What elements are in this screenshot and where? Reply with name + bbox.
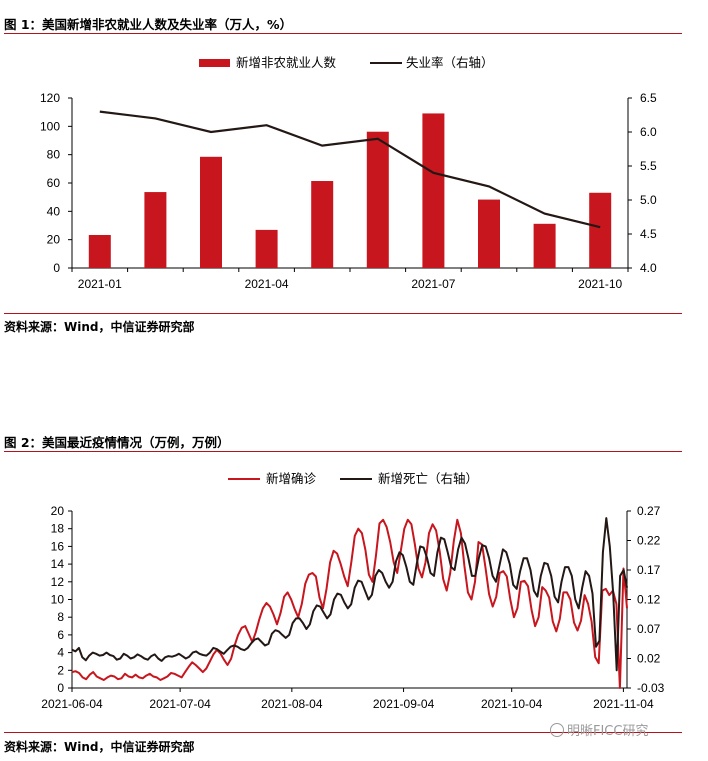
watermark-text: 明晰FICC研究 <box>567 724 649 739</box>
x-tick-label: 2021-04 <box>245 277 289 291</box>
y-tick-label-right: 0.17 <box>637 563 661 577</box>
new-cases-line <box>71 518 628 689</box>
y-tick-label-left: 40 <box>47 204 61 218</box>
y-tick-label-left: 0 <box>53 261 60 275</box>
bar-2021-06 <box>366 131 389 268</box>
bar-2021-09 <box>533 223 556 268</box>
y-tick-label-left: 12 <box>51 575 65 589</box>
y-tick-label-right: 0.02 <box>637 652 661 666</box>
x-tick-label: 2021-08-04 <box>261 697 323 711</box>
figure1-title: 图 1：美国新增非农就业人数及失业率（万人，%） <box>4 17 293 32</box>
figure2-bottom-rule <box>4 732 682 733</box>
y-tick-label-left: 20 <box>51 504 65 518</box>
figure2-top-rule <box>4 451 682 452</box>
y-tick-label-left: 80 <box>47 148 61 162</box>
y-tick-label-right: 4.5 <box>640 227 657 241</box>
bar-2021-02 <box>144 192 167 268</box>
y-tick-label-right: 5.5 <box>640 159 657 173</box>
y-tick-label-left: 20 <box>47 233 61 247</box>
legend-bar-label: 新增非农就业人数 <box>236 55 337 70</box>
y-tick-label-left: 2 <box>57 663 64 677</box>
y-tick-label-left: 60 <box>47 176 61 190</box>
x-tick-label: 2021-01 <box>78 277 122 291</box>
unemployment-line <box>99 110 601 229</box>
chart2: 新增确诊 新增死亡（右轴） 0 2 4 6 8 10 12 14 16 18 20 -0.03 0.02 0.… <box>41 471 665 711</box>
figure1-top-rule <box>4 33 682 34</box>
bar-2021-10 <box>589 192 612 268</box>
bar-2021-03 <box>200 156 222 268</box>
y-tick-label-left: 16 <box>51 539 65 553</box>
y-tick-label-right: 0.12 <box>637 593 661 607</box>
y-tick-label-left: 100 <box>40 119 60 133</box>
chart1: 新增非农就业人数 失业率（右轴） 0 20 40 60 80 100 120 4.0 4.5 5.0 5… <box>40 55 657 291</box>
figure2-title: 图 2：美国最近疫情情况（万例，万例） <box>4 435 230 450</box>
bar-2021-07 <box>422 113 445 268</box>
y-tick-label-left: 10 <box>51 593 65 607</box>
figure1-source: 资料来源：Wind，中信证券研究部 <box>4 320 195 334</box>
figure1-bottom-rule <box>4 313 682 314</box>
y-tick-label-left: 6 <box>57 628 64 642</box>
x-tick-label: 2021-07 <box>411 277 455 291</box>
new-deaths-line <box>71 517 628 672</box>
y-tick-label-right: 6.5 <box>640 91 657 105</box>
y-tick-label-left: 120 <box>40 91 60 105</box>
y-tick-label-left: 8 <box>57 610 64 624</box>
legend-deaths-label: 新增死亡（右轴） <box>378 471 478 486</box>
y-tick-label-right: -0.03 <box>637 681 665 695</box>
y-tick-label-left: 14 <box>51 557 65 571</box>
bar-2021-01 <box>88 234 111 268</box>
legend-line-label: 失业率（右轴） <box>406 55 494 70</box>
legend-cases-label: 新增确诊 <box>266 471 317 486</box>
y-tick-label-left: 0 <box>57 681 64 695</box>
y-tick-label-right: 0.07 <box>637 622 661 636</box>
figure2-source: 资料来源：Wind，中信证券研究部 <box>4 740 195 754</box>
x-tick-label: 2021-11-04 <box>593 697 654 711</box>
wechat-icon <box>550 723 564 737</box>
x-tick-label: 2021-07-04 <box>149 697 211 711</box>
x-tick-label: 2021-10 <box>578 277 622 291</box>
bar-2021-08 <box>478 199 500 268</box>
x-tick-label: 2021-10-04 <box>481 697 543 711</box>
y-tick-label-left: 4 <box>57 646 64 660</box>
y-tick-label-right: 6.0 <box>640 125 657 139</box>
legend-bar-swatch <box>199 59 230 67</box>
y-tick-label-right: 0.22 <box>637 534 661 548</box>
y-tick-label-left: 18 <box>51 522 65 536</box>
bar-2021-04 <box>255 229 278 268</box>
y-tick-label-right: 4.0 <box>640 261 657 275</box>
y-tick-label-right: 0.27 <box>637 504 661 518</box>
y-tick-label-right: 5.0 <box>640 193 657 207</box>
x-tick-label: 2021-09-04 <box>373 697 435 711</box>
x-tick-label: 2021-06-04 <box>41 697 103 711</box>
watermark: 明晰FICC研究 <box>550 720 648 739</box>
bar-2021-05 <box>311 181 334 268</box>
